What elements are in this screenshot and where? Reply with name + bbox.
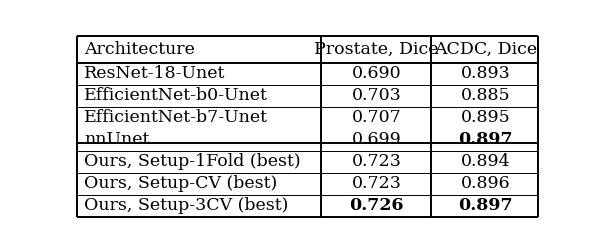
Text: 0.690: 0.690 [352, 65, 401, 82]
Text: 0.699: 0.699 [352, 131, 401, 148]
Text: ACDC, Dice: ACDC, Dice [434, 41, 537, 58]
Text: nnUnet: nnUnet [84, 131, 149, 148]
Text: EfficientNet-b0-Unet: EfficientNet-b0-Unet [84, 87, 268, 104]
Text: 0.707: 0.707 [352, 109, 401, 126]
Text: Prostate, Dice: Prostate, Dice [314, 41, 439, 58]
Text: 0.885: 0.885 [461, 87, 511, 104]
Text: EfficientNet-b7-Unet: EfficientNet-b7-Unet [84, 109, 268, 126]
Text: 0.895: 0.895 [461, 109, 511, 126]
Text: Architecture: Architecture [84, 41, 195, 58]
Text: 0.897: 0.897 [458, 197, 513, 214]
Text: 0.896: 0.896 [461, 175, 511, 192]
Text: 0.703: 0.703 [352, 87, 401, 104]
Text: 0.897: 0.897 [458, 131, 513, 148]
Text: 0.723: 0.723 [352, 153, 401, 170]
Text: ResNet-18-Unet: ResNet-18-Unet [84, 65, 226, 82]
Text: 0.723: 0.723 [352, 175, 401, 192]
Text: Ours, Setup-3CV (best): Ours, Setup-3CV (best) [84, 197, 289, 214]
Text: Ours, Setup-CV (best): Ours, Setup-CV (best) [84, 175, 278, 192]
Text: 0.894: 0.894 [461, 153, 511, 170]
Text: 0.726: 0.726 [349, 197, 404, 214]
Text: Ours, Setup-1Fold (best): Ours, Setup-1Fold (best) [84, 153, 301, 170]
Text: 0.893: 0.893 [461, 65, 511, 82]
